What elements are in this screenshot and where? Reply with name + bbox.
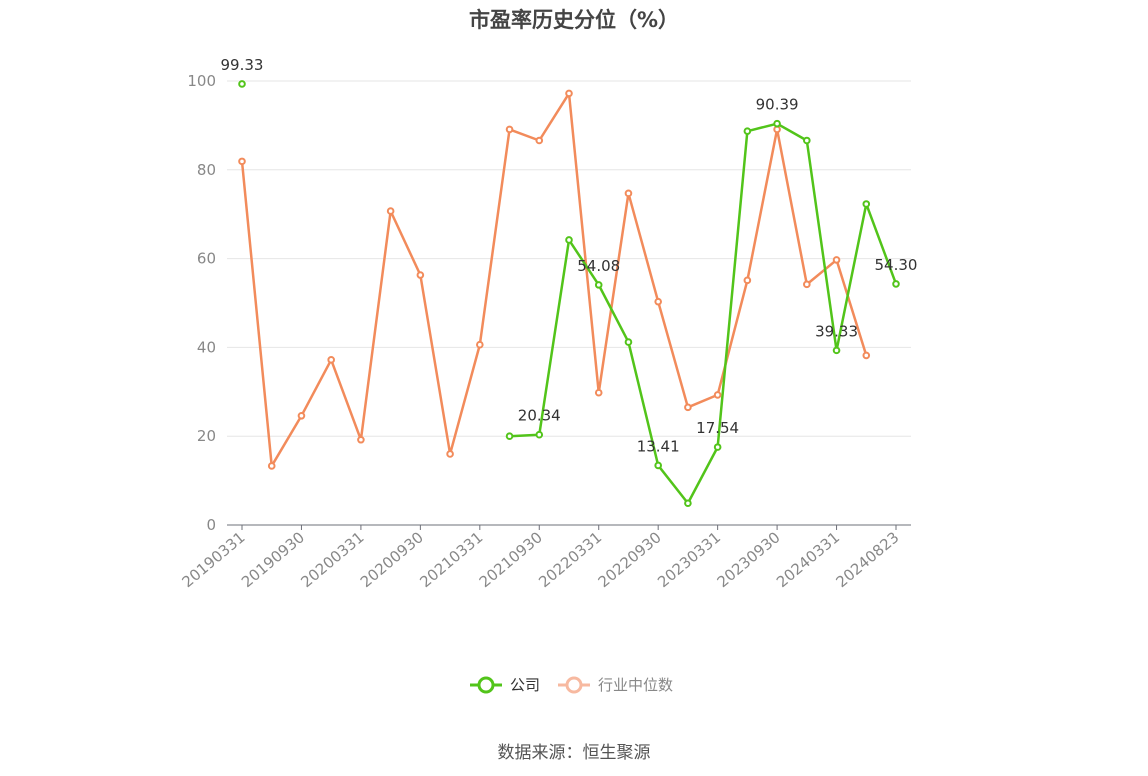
data-point-industry [713, 391, 722, 399]
x-tick-label: 20220331 [535, 528, 605, 591]
legend-item-company[interactable]: 公司 [470, 676, 540, 694]
data-point-company [803, 136, 811, 145]
data-label: 90.39 [756, 96, 799, 114]
legend-label-industry: 行业中位数 [598, 676, 673, 694]
data-point-company [832, 346, 841, 355]
x-tick-label: 20200331 [297, 528, 367, 591]
x-tick-label: 20210331 [416, 528, 486, 591]
data-point-industry [684, 403, 692, 412]
data-point-company [565, 236, 573, 244]
y-tick-label: 100 [187, 72, 216, 90]
data-label: 99.33 [221, 56, 264, 74]
y-tick-label: 20 [197, 427, 216, 445]
data-labels: 99.33 20.34 54.08 13.41 17.54 90.39 39.33 54.30 [221, 56, 918, 455]
data-source: 数据来源：恒生聚源 [497, 743, 651, 763]
legend-label-company: 公司 [510, 676, 540, 694]
series-line-industry [240, 92, 868, 468]
x-tick-label: 20220930 [595, 528, 665, 591]
series-line-company [509, 122, 898, 505]
data-point-company [773, 119, 781, 128]
data-point-industry [327, 356, 335, 364]
data-point-industry [446, 450, 454, 458]
data-point-company [594, 281, 603, 289]
data-point-industry [297, 411, 306, 420]
data-point-industry [535, 136, 544, 145]
data-point-industry [624, 189, 633, 198]
data-point-industry [476, 340, 484, 349]
x-tick-label: 20200930 [357, 528, 427, 591]
y-axis: 0 20 40 60 80 100 [187, 72, 216, 534]
data-point-company [535, 430, 544, 439]
data-point-company [862, 200, 871, 208]
data-point-industry [862, 351, 871, 360]
grid-lines [227, 80, 911, 437]
data-point-industry [267, 462, 276, 470]
x-tick-label: 20240823 [833, 528, 903, 591]
data-point-industry [594, 388, 603, 397]
y-tick-label: 60 [197, 250, 216, 268]
data-label: 39.33 [815, 322, 858, 340]
data-point-company [505, 432, 514, 441]
data-point-industry [357, 435, 365, 444]
data-point-industry [743, 276, 752, 285]
legend-marker-company [477, 676, 495, 694]
data-point-company [684, 499, 692, 508]
data-label: 17.54 [696, 419, 739, 437]
x-tick-label: 20210930 [476, 528, 546, 591]
data-point-company [892, 280, 900, 288]
data-point-industry [238, 157, 246, 166]
data-label: 20.34 [518, 407, 561, 425]
data-point-industry [565, 89, 573, 98]
chart-title: 市盈率历史分位（%） [468, 8, 680, 32]
data-point-industry [654, 297, 662, 306]
legend-item-industry[interactable]: 行业中位数 [558, 676, 673, 694]
data-point-industry [386, 207, 395, 215]
legend-marker-industry [565, 676, 583, 694]
x-tick-label: 20190930 [238, 528, 308, 591]
data-point-industry [832, 256, 841, 264]
series-lines [240, 92, 898, 505]
legend: 公司 行业中位数 [470, 676, 673, 694]
data-point-industry [416, 271, 425, 279]
x-tick-label: 20240331 [773, 528, 843, 591]
data-point-company [238, 80, 246, 88]
y-tick-label: 80 [197, 161, 216, 179]
data-label: 13.41 [637, 437, 680, 455]
y-tick-label: 40 [197, 338, 216, 356]
data-label: 54.08 [577, 257, 620, 275]
data-point-company [654, 461, 662, 470]
data-point-company [624, 338, 633, 346]
x-axis: 2019033120190930202003312020093020210331… [179, 524, 911, 591]
x-tick-label: 20230331 [654, 528, 724, 591]
x-tick-label: 20230930 [714, 528, 784, 591]
y-tick-label: 0 [206, 516, 216, 534]
series-points [238, 80, 900, 508]
data-point-industry [803, 280, 811, 289]
data-point-company [743, 127, 752, 135]
data-point-company [713, 443, 722, 451]
data-point-industry [505, 125, 514, 134]
x-tick-label: 20190331 [179, 528, 249, 591]
data-label: 54.30 [875, 256, 918, 274]
